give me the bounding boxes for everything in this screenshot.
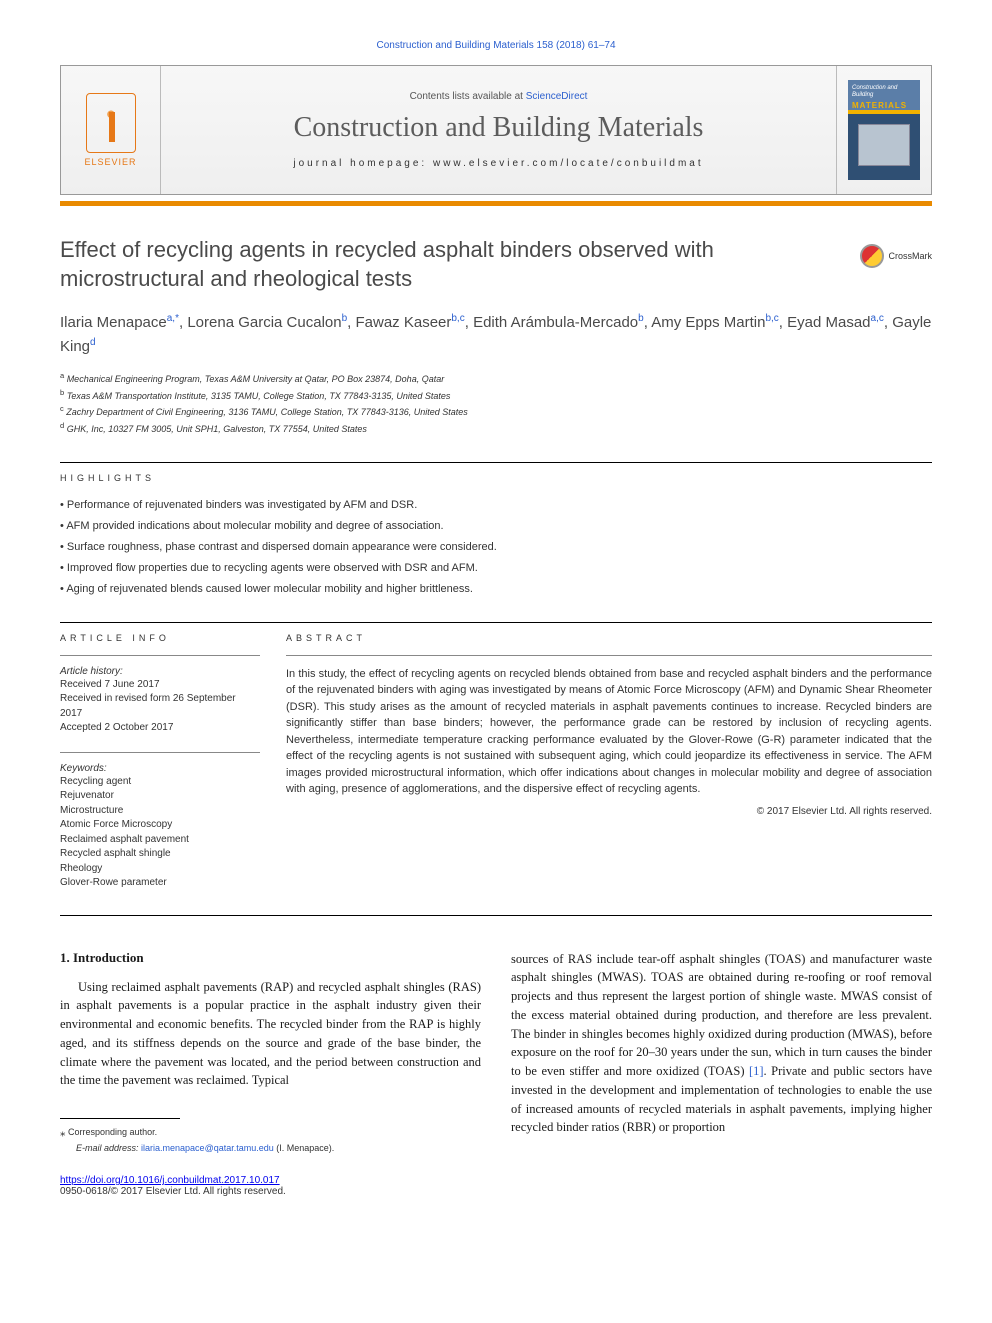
abstract-column: abstract In this study, the effect of re… — [286, 633, 932, 907]
keyword: Recycled asphalt shingle — [60, 847, 260, 862]
highlight-item: Aging of rejuvenated blends caused lower… — [60, 579, 932, 600]
authors-line: Ilaria Menapacea,*, Lorena Garcia Cucalo… — [60, 311, 932, 358]
email-link[interactable]: ilaria.menapace@qatar.tamu.edu — [141, 1143, 274, 1153]
aff-link[interactable]: b,c — [451, 313, 464, 324]
body-paragraph: sources of RAS include tear-off asphalt … — [511, 950, 932, 1138]
footnote-rule — [60, 1118, 180, 1119]
doi-line: https://doi.org/10.1016/j.conbuildmat.20… — [60, 1175, 932, 1186]
keyword: Rheology — [60, 862, 260, 877]
crossmark-icon — [860, 244, 884, 268]
body-column-left: 1. Introduction Using reclaimed asphalt … — [60, 950, 481, 1156]
cover-thumbnail — [858, 124, 910, 166]
elsevier-tree-icon — [86, 93, 136, 153]
citation-line: Construction and Building Materials 158 … — [60, 40, 932, 51]
asterisk-icon: ⁎ — [60, 1127, 66, 1139]
aff-link[interactable]: a,c — [871, 313, 884, 324]
contents-prefix: Contents lists available at — [410, 91, 526, 102]
corr-link[interactable]: * — [175, 313, 179, 324]
affiliation: a Mechanical Engineering Program, Texas … — [60, 370, 932, 387]
body-columns: 1. Introduction Using reclaimed asphalt … — [60, 950, 932, 1156]
doi-link[interactable]: https://doi.org/10.1016/j.conbuildmat.20… — [60, 1175, 280, 1186]
aff-link[interactable]: b — [342, 313, 348, 324]
author: Edith Arámbula-Mercado — [473, 314, 638, 331]
abstract-text: In this study, the effect of recycling a… — [286, 666, 932, 798]
history-item: Received 7 June 2017 — [60, 678, 260, 693]
header-center: Contents lists available at ScienceDirec… — [161, 66, 836, 194]
author: Eyad Masad — [787, 314, 870, 331]
homepage-url: www.elsevier.com/locate/conbuildmat — [433, 158, 704, 169]
cover-stripe — [848, 110, 920, 114]
corr-author-label: Corresponding author. — [68, 1127, 157, 1137]
abstract-heading: abstract — [286, 633, 932, 643]
history-label: Article history: — [60, 666, 260, 677]
body-paragraph: Using reclaimed asphalt pavements (RAP) … — [60, 978, 481, 1091]
article-info-heading: article info — [60, 633, 260, 643]
affiliations: a Mechanical Engineering Program, Texas … — [60, 370, 932, 436]
journal-cover: Construction and Building MATERIALS — [848, 80, 920, 180]
info-abstract-row: article info Article history: Received 7… — [60, 622, 932, 907]
highlights-list: Performance of rejuvenated binders was i… — [60, 495, 932, 599]
publisher-name: ELSEVIER — [84, 157, 136, 167]
rule — [60, 915, 932, 916]
keyword: Rejuvenator — [60, 789, 260, 804]
history-item: Received in revised form 26 September 20… — [60, 692, 260, 721]
aff-link[interactable]: b,c — [765, 313, 778, 324]
crossmark-badge[interactable]: CrossMark — [860, 244, 932, 268]
keyword: Atomic Force Microscopy — [60, 818, 260, 833]
orange-divider-bar — [60, 201, 932, 206]
crossmark-label: CrossMark — [888, 251, 932, 261]
citation-link[interactable]: [1] — [749, 1064, 764, 1078]
contents-available: Contents lists available at ScienceDirec… — [410, 91, 588, 102]
affiliation: d GHK, Inc, 10327 FM 3005, Unit SPH1, Ga… — [60, 420, 932, 437]
keyword: Reclaimed asphalt pavement — [60, 833, 260, 848]
highlight-item: Improved flow properties due to recyclin… — [60, 558, 932, 579]
history-item: Accepted 2 October 2017 — [60, 721, 260, 736]
keywords-label: Keywords: — [60, 763, 260, 774]
cover-title-line2: MATERIALS — [848, 99, 920, 110]
aff-link[interactable]: a, — [167, 313, 175, 324]
publisher-logo-cell: ELSEVIER — [61, 66, 161, 194]
section-heading: 1. Introduction — [60, 950, 481, 966]
elsevier-logo: ELSEVIER — [76, 85, 146, 175]
email-footnote: E-mail address: ilaria.menapace@qatar.ta… — [60, 1142, 481, 1156]
highlight-item: Performance of rejuvenated binders was i… — [60, 495, 932, 516]
affiliation: c Zachry Department of Civil Engineering… — [60, 403, 932, 420]
author: Ilaria Menapace — [60, 314, 167, 331]
email-label: E-mail address: — [76, 1143, 141, 1153]
affiliation: b Texas A&M Transportation Institute, 31… — [60, 387, 932, 404]
author: Fawaz Kaseer — [356, 314, 452, 331]
keyword: Glover-Rowe parameter — [60, 876, 260, 891]
highlights-heading: highlights — [60, 473, 932, 483]
homepage-prefix: journal homepage: — [293, 158, 433, 169]
article-title: Effect of recycling agents in recycled a… — [60, 236, 820, 293]
body-column-right: sources of RAS include tear-off asphalt … — [511, 950, 932, 1156]
footer-copyright: 0950-0618/© 2017 Elsevier Ltd. All right… — [60, 1186, 932, 1197]
aff-link[interactable]: d — [90, 337, 96, 348]
article-info-column: article info Article history: Received 7… — [60, 633, 260, 907]
aff-link[interactable]: b — [638, 313, 644, 324]
journal-cover-cell: Construction and Building MATERIALS — [836, 66, 931, 194]
author: Amy Epps Martin — [651, 314, 765, 331]
abstract-copyright: © 2017 Elsevier Ltd. All rights reserved… — [286, 806, 932, 817]
journal-name: Construction and Building Materials — [294, 112, 704, 144]
keyword: Microstructure — [60, 804, 260, 819]
highlight-item: AFM provided indications about molecular… — [60, 516, 932, 537]
journal-header-box: ELSEVIER Contents lists available at Sci… — [60, 65, 932, 195]
highlight-item: Surface roughness, phase contrast and di… — [60, 537, 932, 558]
corresponding-footnote: ⁎ Corresponding author. — [60, 1125, 481, 1142]
sciencedirect-link[interactable]: ScienceDirect — [526, 91, 588, 102]
keyword: Recycling agent — [60, 775, 260, 790]
body-text-span: sources of RAS include tear-off asphalt … — [511, 952, 932, 1079]
homepage-line: journal homepage: www.elsevier.com/locat… — [293, 158, 703, 169]
rule — [60, 462, 932, 463]
author: Lorena Garcia Cucalon — [187, 314, 341, 331]
email-name: (I. Menapace). — [274, 1143, 335, 1153]
cover-title-line1: Construction and Building — [848, 80, 920, 99]
